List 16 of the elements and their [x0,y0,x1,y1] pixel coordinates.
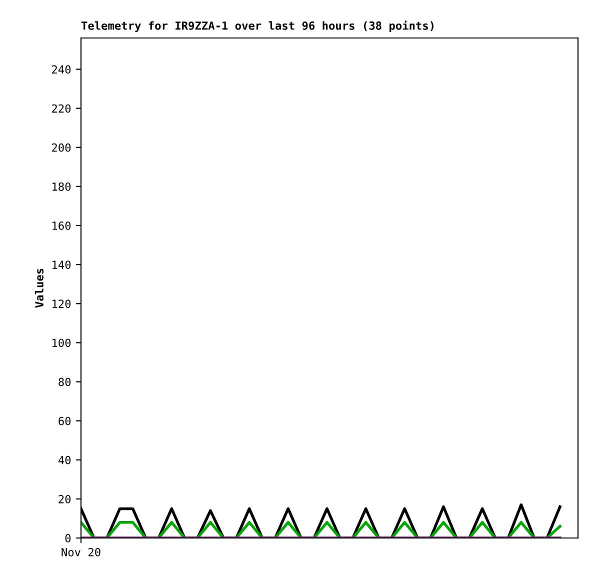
y-tick-label: 80 [58,378,71,386]
y-tick-label: 140 [52,260,71,269]
y-tick-label: 180 [52,182,71,191]
x-tick-label: Nov 20 [62,548,100,556]
y-tick-label: 40 [58,456,71,464]
y-tick-label: 100 [52,338,71,348]
y-tick-label: 60 [58,416,71,426]
y-tick-label: 120 [52,300,71,308]
y-axis-title: Values [34,268,44,308]
y-tick-label: 0 [65,534,71,542]
y-tick-label: 20 [58,494,71,504]
y-tick-label: 200 [52,143,71,152]
y-tick-label: 160 [52,222,71,230]
y-tick-label: 220 [52,104,71,113]
y-tick-label: 240 [52,65,71,74]
chart-title: Telemetry for IR9ZZA-1 over last 96 hours (38 points) [81,20,434,32]
